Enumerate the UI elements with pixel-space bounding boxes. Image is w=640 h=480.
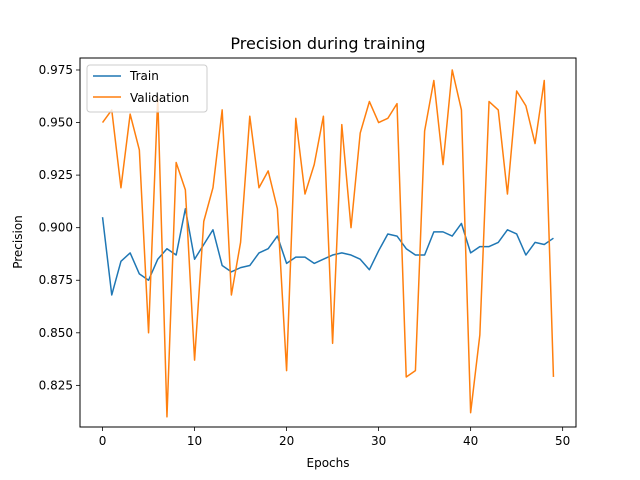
y-axis-ticks: 0.825 0.850 0.875 0.900 0.925 0.950 0.975: [39, 63, 80, 392]
plot-frame: [79, 57, 577, 428]
y-tick-label: 0.925: [39, 168, 73, 182]
x-tick-label: 50: [555, 434, 570, 448]
legend-validation-label: Validation: [130, 91, 189, 105]
series-line-validation: [101, 69, 555, 418]
y-tick-label: 0.850: [39, 326, 73, 340]
x-tick-label: 40: [463, 434, 478, 448]
legend-train-label: Train: [129, 69, 159, 83]
y-tick-label: 0.975: [39, 63, 73, 77]
y-tick-label: 0.950: [39, 116, 73, 130]
y-tick-label: 0.875: [39, 273, 73, 287]
x-tick-label: 10: [187, 434, 202, 448]
x-tick-label: 20: [279, 434, 294, 448]
x-tick-label: 0: [99, 434, 107, 448]
y-tick-label: 0.900: [39, 221, 73, 235]
x-axis-ticks: 0 10 20 30 40 50: [99, 427, 570, 448]
legend: Train Validation: [86, 64, 208, 113]
y-axis-label: Precision: [11, 215, 25, 269]
y-tick-label: 0.825: [39, 378, 73, 392]
x-axis-label: Epochs: [307, 456, 350, 470]
x-tick-label: 30: [371, 434, 386, 448]
series-layer: [101, 69, 555, 418]
plot-area: [79, 57, 577, 428]
chart-title: Precision during training: [230, 34, 425, 53]
series-line-train: [101, 208, 554, 296]
